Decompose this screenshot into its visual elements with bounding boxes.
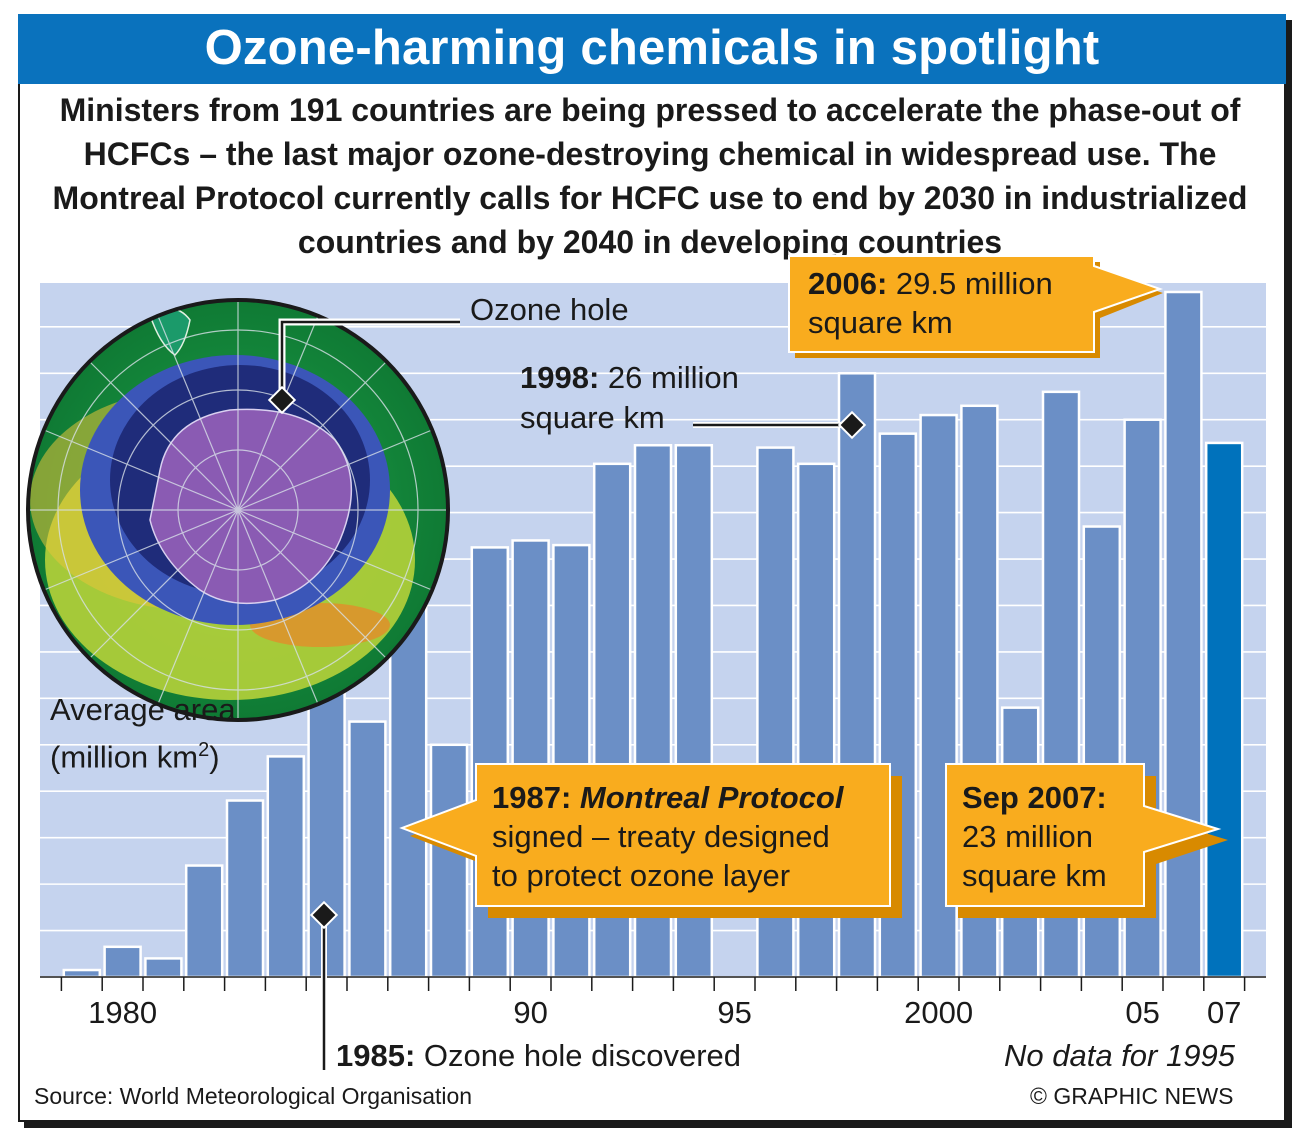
- bar-1986: [348, 720, 387, 979]
- y-axis-label: Average area (million km2): [50, 690, 236, 777]
- callout-1987-line3: to protect ozone layer: [492, 858, 791, 893]
- annotation-1985-text: Ozone hole discovered: [415, 1038, 741, 1073]
- callout-1987-box: [399, 763, 891, 907]
- x-tick-label-95: 95: [717, 995, 752, 1030]
- callout-2006-value: 29.5 million: [887, 266, 1053, 301]
- bar-1979: [62, 968, 102, 979]
- bar-1980: [103, 945, 142, 979]
- y-axis-label-close: ): [209, 739, 220, 775]
- bar-1983: [225, 799, 265, 979]
- annotation-1998: 1998: 26 million square km: [520, 358, 739, 438]
- y-axis-label-sup: 2: [198, 739, 210, 761]
- annotation-1998-pointer: [693, 410, 867, 440]
- copyright-credit: © GRAPHIC NEWS: [1030, 1083, 1234, 1109]
- bar-2006: [1164, 290, 1203, 979]
- source-credit: Source: World Meteorological Organisatio…: [34, 1083, 473, 1109]
- y-axis-label-unit: (million km: [50, 739, 199, 775]
- callout-2007-line2: 23 million: [962, 819, 1093, 854]
- bar-1984: [266, 755, 306, 979]
- ozone-hole-pointer: [267, 318, 460, 415]
- callout-1987-year: 1987:: [492, 780, 572, 815]
- callout-2006-year: 2006:: [808, 266, 888, 301]
- x-tick-label-07: 07: [1206, 995, 1242, 1030]
- bar-1982: [184, 864, 224, 979]
- x-tick-label-1980: 1980: [88, 995, 158, 1030]
- callout-2007-box: [945, 763, 1222, 907]
- annotation-1985-pointer: [309, 900, 339, 1070]
- annotation-1985: 1985: Ozone hole discovered: [336, 1038, 741, 1074]
- ozone-hole-label: Ozone hole: [470, 292, 629, 327]
- bar-1988: [429, 743, 469, 979]
- bar-1981: [144, 957, 183, 979]
- callout-2007-line3: square km: [962, 858, 1107, 893]
- page-title: Ozone-harming chemicals in spotlight: [18, 14, 1286, 84]
- x-tick-label-05: 05: [1125, 995, 1160, 1030]
- annotation-1998-text: 26 million: [599, 360, 739, 395]
- callout-2007-year: Sep 2007:: [962, 780, 1107, 815]
- callout-2007-text: Sep 2007: 23 million square km: [962, 778, 1107, 895]
- bar-2007: [1204, 441, 1244, 979]
- callout-1987-text: 1987: Montreal Protocol signed – treaty …: [492, 778, 843, 895]
- callout-1987-title: Montreal Protocol: [579, 780, 844, 815]
- x-tick-label-90: 90: [513, 995, 548, 1030]
- y-axis-label-line2: (million km2): [50, 730, 236, 777]
- antarctica-globe-image: [26, 298, 450, 722]
- callout-2006-text: 2006: 29.5 million square km: [808, 264, 1053, 342]
- callout-1987-line2: signed – treaty designed: [492, 819, 830, 854]
- no-data-note: No data for 1995: [1004, 1038, 1235, 1073]
- y-axis-label-line1: Average area: [50, 692, 236, 727]
- annotation-1998-year: 1998:: [520, 360, 600, 395]
- x-tick-label-2000: 2000: [904, 995, 974, 1030]
- callout-2006-line2: square km: [808, 305, 953, 340]
- intro-text: Ministers from 191 countries are being p…: [52, 92, 1248, 260]
- annotation-1998-text-line2: square km: [520, 400, 665, 435]
- x-axis-ticks: [60, 977, 1246, 991]
- annotation-1985-year: 1985:: [336, 1038, 416, 1073]
